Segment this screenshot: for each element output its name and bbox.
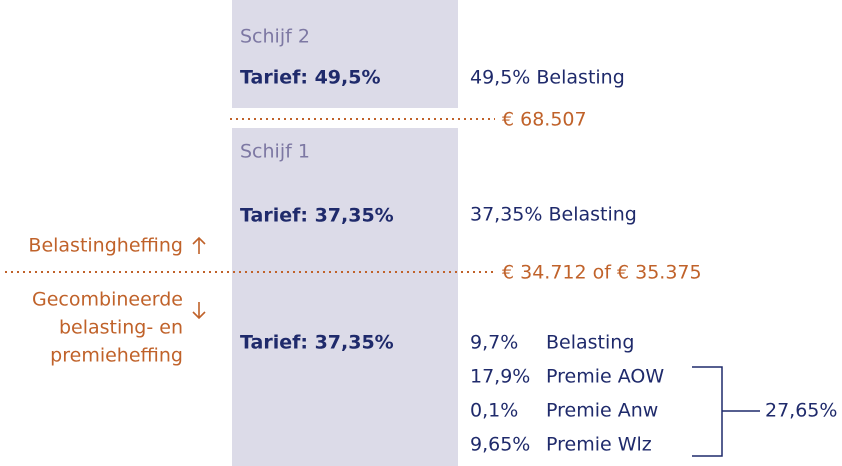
- zone-onder: Gecombineerde: [32, 289, 183, 311]
- component-percentage: 9,65%: [470, 434, 530, 456]
- arrow-down: [192, 302, 206, 320]
- component-percentage: 9,7%: [470, 332, 518, 354]
- componenten: 9,7% Belasting 17,9% Premie AOW 0,1% Premie A…: [470, 332, 664, 456]
- component-percentage: 0,1%: [470, 400, 518, 422]
- schijf1-tarief-boven: Tarief: 37,35%: [240, 205, 394, 227]
- component-percentage: 17,9%: [470, 366, 530, 388]
- schijf2-box: [232, 0, 458, 108]
- schijf1-heffing-boven: 37,35% Belasting: [470, 204, 637, 226]
- bracket: [692, 366, 760, 457]
- zone-boven: Belastingheffing: [28, 235, 183, 257]
- schijf2-tarief: Tarief: 49,5%: [240, 67, 381, 89]
- zone-onder: premieheffing: [50, 345, 183, 367]
- schijf2-label: Schijf 2: [240, 26, 310, 48]
- schijf1-label: Schijf 1: [240, 141, 310, 163]
- grens2-label: € 34.712 of € 35.375: [502, 262, 702, 284]
- zone-onder: belasting- en: [59, 317, 183, 339]
- component-naam: Premie Anw: [546, 400, 658, 422]
- schijf2-heffing: 49,5% Belasting: [470, 67, 625, 89]
- component-naam: Premie Wlz: [546, 434, 652, 456]
- component-naam: Premie AOW: [546, 366, 664, 388]
- schijf1-box: [232, 128, 458, 466]
- grens1-label: € 68.507: [502, 109, 587, 131]
- premie-totaal: 27,65%: [765, 400, 837, 422]
- component-naam: Belasting: [546, 332, 634, 354]
- schijf1-tarief-onder: Tarief: 37,35%: [240, 332, 394, 354]
- arrow-up: [192, 236, 206, 254]
